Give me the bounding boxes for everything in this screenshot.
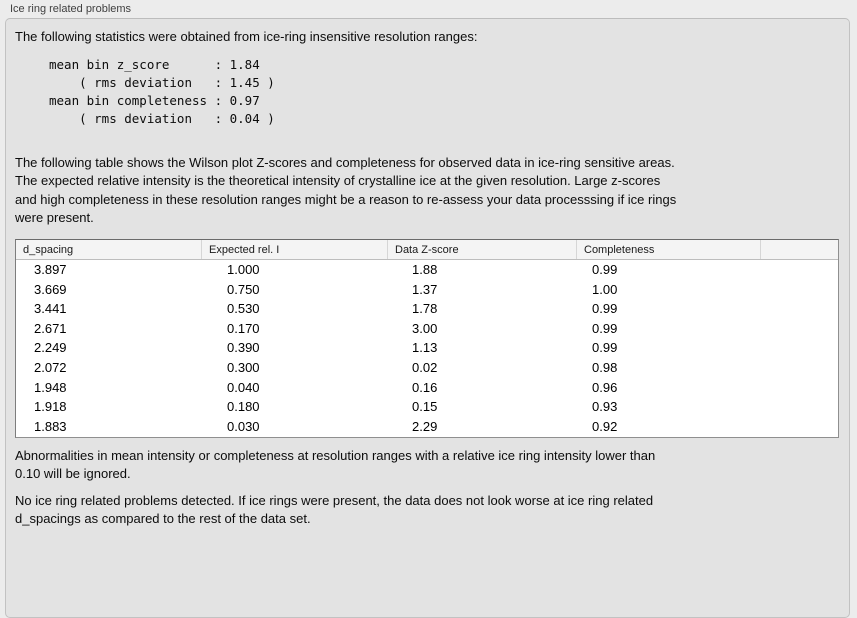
table-row[interactable]: 3.441 0.530 1.78 0.99 <box>16 299 838 319</box>
table-row[interactable]: 1.948 0.040 0.16 0.96 <box>16 378 838 398</box>
table-cell-completeness: 0.99 <box>592 320 618 336</box>
table-row[interactable]: 3.669 0.750 1.37 1.00 <box>16 280 838 300</box>
ice-ring-table: d_spacing Expected rel. I Data Z-score C… <box>15 239 839 438</box>
table-cell-d-spacing: 1.918 <box>34 399 67 415</box>
table-row[interactable]: 2.072 0.300 0.02 0.98 <box>16 358 838 378</box>
table-cell-spacer <box>760 417 838 437</box>
table-cell-data-z-score: 1.88 <box>412 262 438 277</box>
table-cell-expected-rel-i: 0.530 <box>227 301 260 317</box>
table-header-row: d_spacing Expected rel. I Data Z-score C… <box>16 240 838 260</box>
table-cell-spacer <box>760 299 838 319</box>
table-cell-d-spacing: 2.072 <box>34 359 67 375</box>
table-cell-data-z-score: 0.02 <box>412 359 438 375</box>
table-cell-data-z-score: 1.37 <box>412 281 438 297</box>
column-header-completeness[interactable]: Completeness <box>576 240 760 259</box>
table-cell-expected-rel-i: 1.000 <box>227 262 260 277</box>
table-cell-d-spacing: 3.441 <box>34 301 67 317</box>
table-cell-spacer <box>760 319 838 339</box>
stats-block: mean bin z_score : 1.84 ( rms deviation … <box>49 57 275 126</box>
table-cell-spacer <box>760 280 838 300</box>
table-cell-completeness: 0.99 <box>592 340 618 356</box>
intro-text: The following statistics were obtained f… <box>15 29 478 44</box>
table-cell-completeness: 0.99 <box>592 262 618 277</box>
table-cell-expected-rel-i: 0.300 <box>227 359 260 375</box>
table-row[interactable]: 2.671 0.170 3.00 0.99 <box>16 319 838 339</box>
column-header-data-z-score[interactable]: Data Z-score <box>387 240 576 259</box>
table-cell-d-spacing: 3.669 <box>34 281 67 297</box>
conclusion-text: No ice ring related problems detected. I… <box>15 493 654 526</box>
table-cell-spacer <box>760 338 838 358</box>
table-cell-data-z-score: 1.13 <box>412 340 438 356</box>
table-cell-spacer <box>760 397 838 417</box>
ice-ring-panel: The following statistics were obtained f… <box>5 18 850 618</box>
table-cell-d-spacing: 1.948 <box>34 379 67 395</box>
table-cell-completeness: 0.93 <box>592 399 618 415</box>
table-cell-d-spacing: 2.671 <box>34 320 67 336</box>
table-cell-d-spacing: 1.883 <box>34 418 67 434</box>
table-cell-data-z-score: 1.78 <box>412 301 438 317</box>
table-row[interactable]: 1.918 0.180 0.15 0.93 <box>16 397 838 417</box>
note-text: Abnormalities in mean intensity or compl… <box>15 448 656 481</box>
table-cell-expected-rel-i: 0.180 <box>227 399 260 415</box>
column-header-d-spacing[interactable]: d_spacing <box>23 244 74 256</box>
table-cell-completeness: 1.00 <box>592 281 618 297</box>
table-row[interactable]: 3.897 1.000 1.88 0.99 <box>16 260 838 280</box>
table-cell-data-z-score: 3.00 <box>412 320 438 336</box>
table-cell-expected-rel-i: 0.390 <box>227 340 260 356</box>
table-cell-spacer <box>760 260 838 280</box>
description-text: The following table shows the Wilson plo… <box>15 155 677 225</box>
table-cell-expected-rel-i: 0.030 <box>227 418 260 434</box>
table-cell-data-z-score: 0.16 <box>412 379 438 395</box>
column-header-expected-rel-i[interactable]: Expected rel. I <box>201 240 387 259</box>
table-row[interactable]: 1.883 0.030 2.29 0.92 <box>16 417 838 437</box>
table-cell-data-z-score: 0.15 <box>412 399 438 415</box>
table-cell-completeness: 0.96 <box>592 379 618 395</box>
table-cell-completeness: 0.98 <box>592 359 618 375</box>
table-cell-d-spacing: 3.897 <box>34 262 67 277</box>
table-cell-spacer <box>760 358 838 378</box>
table-cell-completeness: 0.99 <box>592 301 618 317</box>
table-cell-spacer <box>760 378 838 398</box>
table-cell-d-spacing: 2.249 <box>34 340 67 356</box>
table-cell-data-z-score: 2.29 <box>412 418 438 434</box>
table-cell-completeness: 0.92 <box>592 418 618 434</box>
panel-title: Ice ring related problems <box>10 3 132 15</box>
table-cell-expected-rel-i: 0.170 <box>227 320 260 336</box>
table-body: 3.897 1.000 1.88 0.99 3.669 0.750 1.37 1… <box>16 260 838 437</box>
table-row[interactable]: 2.249 0.390 1.13 0.99 <box>16 338 838 358</box>
table-cell-expected-rel-i: 0.750 <box>227 281 260 297</box>
column-header-spacer <box>760 240 838 259</box>
table-cell-expected-rel-i: 0.040 <box>227 379 260 395</box>
